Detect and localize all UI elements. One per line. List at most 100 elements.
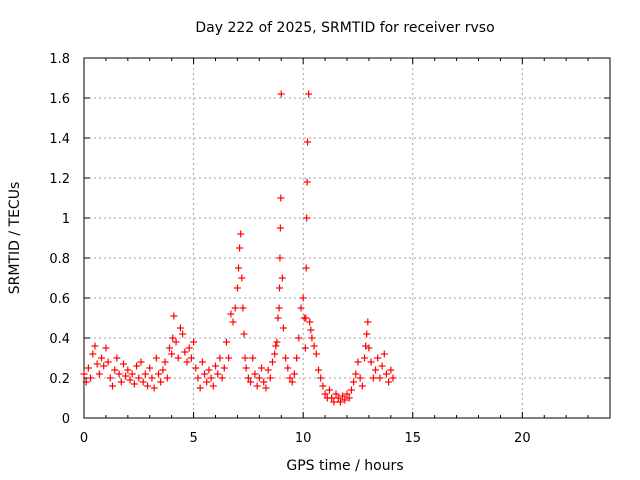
data-point	[249, 354, 257, 362]
data-point	[239, 304, 247, 312]
y-tick-label: 1.4	[49, 132, 70, 147]
plot-frame	[83, 57, 611, 419]
data-point	[264, 366, 272, 374]
data-point	[299, 294, 307, 302]
y-tick-label: 1.8	[49, 52, 70, 67]
data-point	[176, 324, 184, 332]
data-point	[187, 354, 195, 362]
data-point	[363, 330, 371, 338]
data-point	[303, 214, 311, 222]
data-point	[365, 344, 373, 352]
data-point	[100, 362, 108, 370]
data-point	[389, 374, 397, 382]
x-tick-label: 0	[80, 431, 88, 446]
data-point	[258, 364, 266, 372]
data-point	[325, 386, 333, 394]
data-point	[111, 366, 119, 374]
y-tick-label: 1.6	[49, 92, 70, 107]
data-point	[233, 284, 241, 292]
x-tick-label: 5	[189, 431, 197, 446]
data-point	[251, 370, 259, 378]
data-point	[133, 362, 141, 370]
data-point	[286, 374, 294, 382]
data-point	[135, 374, 143, 382]
data-point	[352, 370, 360, 378]
data-point	[305, 90, 313, 98]
data-point	[277, 90, 285, 98]
data-point	[172, 338, 180, 346]
data-point	[209, 382, 217, 390]
data-point	[332, 390, 340, 398]
data-point	[378, 362, 386, 370]
data-point	[126, 376, 134, 384]
data-point	[227, 310, 235, 318]
data-point	[293, 354, 301, 362]
data-points	[80, 90, 397, 406]
data-point	[198, 358, 206, 366]
data-point	[262, 384, 270, 392]
data-point	[225, 354, 233, 362]
data-point	[159, 366, 167, 374]
data-point	[179, 330, 187, 338]
data-point	[190, 338, 198, 346]
data-point	[308, 334, 316, 342]
data-point	[367, 358, 375, 366]
data-point	[181, 348, 189, 356]
data-point	[339, 392, 347, 400]
data-point	[350, 378, 358, 386]
data-point	[272, 342, 280, 350]
data-point	[231, 304, 239, 312]
data-point	[387, 366, 395, 374]
data-point	[185, 344, 193, 352]
data-point	[354, 358, 362, 366]
data-point	[235, 264, 243, 272]
y-tick-label: 1.2	[49, 172, 70, 187]
y-tick-label: 0.2	[49, 372, 70, 387]
data-point	[380, 350, 388, 358]
data-point	[124, 366, 132, 374]
data-point	[302, 314, 310, 322]
data-point	[240, 330, 248, 338]
y-tick-label: 1	[62, 212, 70, 227]
data-point	[98, 354, 106, 362]
data-point	[330, 398, 338, 406]
grid-lines	[84, 58, 610, 418]
data-point	[382, 370, 390, 378]
data-point	[128, 370, 136, 378]
data-point	[271, 350, 279, 358]
data-point	[347, 386, 355, 394]
data-point	[170, 312, 178, 320]
data-point	[155, 370, 163, 378]
x-tick-label: 15	[404, 431, 421, 446]
data-point	[95, 370, 103, 378]
data-point	[247, 378, 255, 386]
data-point	[306, 318, 314, 326]
data-point	[106, 374, 114, 382]
data-point	[284, 364, 292, 372]
data-point	[273, 338, 281, 346]
data-point	[310, 342, 318, 350]
data-point	[108, 382, 116, 390]
data-point	[216, 354, 224, 362]
data-point	[102, 344, 110, 352]
data-point	[93, 360, 101, 368]
data-point	[276, 254, 284, 262]
data-point	[307, 326, 315, 334]
data-point	[237, 230, 245, 238]
data-point	[385, 378, 393, 386]
data-point	[201, 370, 209, 378]
data-point	[157, 378, 165, 386]
data-point	[104, 358, 112, 366]
data-point	[282, 354, 290, 362]
x-tick-labels: 0 5 10 15 20	[80, 431, 531, 446]
data-point	[122, 372, 130, 380]
data-point	[144, 382, 152, 390]
data-point	[376, 374, 384, 382]
data-point	[275, 304, 283, 312]
data-point	[361, 354, 369, 362]
data-point	[192, 364, 200, 372]
data-point	[137, 358, 145, 366]
data-point	[203, 378, 211, 386]
data-point	[260, 378, 268, 386]
